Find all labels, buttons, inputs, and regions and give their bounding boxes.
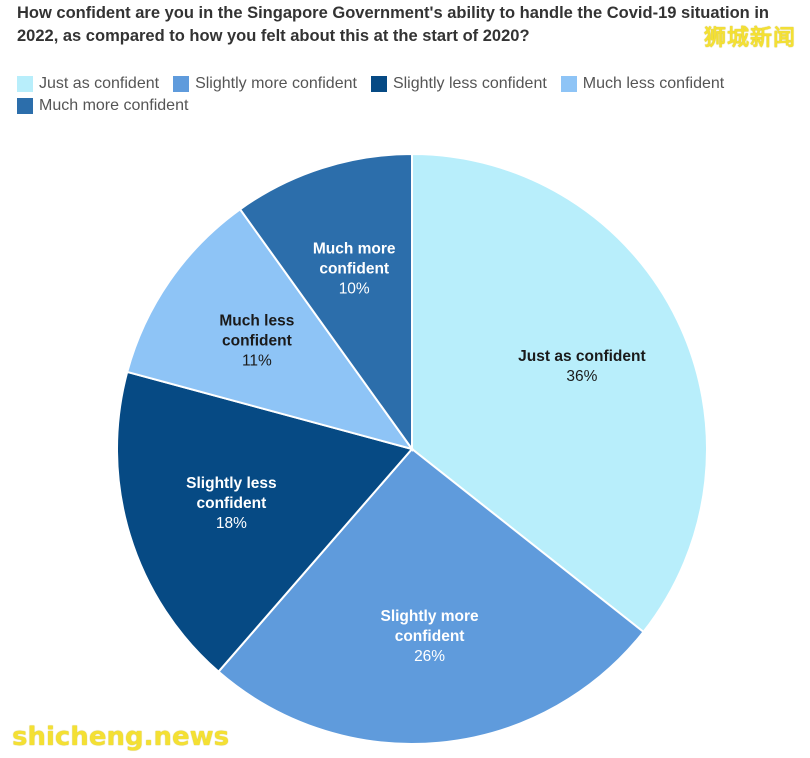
legend-item: Slightly less confident [370,75,547,93]
watermark-site: shicheng.news [12,722,230,752]
watermark-chinese: 狮城新闻 [703,25,796,51]
legend-label: Slightly more confident [195,75,357,92]
slice-label: Just as confident [518,348,645,365]
legend-swatch [17,98,33,114]
slice-value-label: 10% [339,280,370,297]
pie-slice [411,152,708,634]
slice-label: Slightly less [186,475,276,492]
slice-value-label: 36% [566,368,597,385]
chart-legend: Just as confident Slightly more confident… [17,75,797,115]
legend-item: Much more confident [17,97,188,115]
slice-label: confident [319,260,389,277]
legend-item: Much less confident [560,75,725,93]
legend-label: Just as confident [39,75,160,92]
legend-item: Slightly more confident [173,75,357,93]
slice-label: confident [222,332,292,349]
legend-item: Just as confident [17,75,159,93]
pie-slice [238,152,413,453]
legend-label: Much more confident [39,97,189,114]
slice-label: Much more [313,240,396,257]
pie-slice [116,370,414,674]
legend-swatch [370,76,387,92]
slice-value-label: 26% [414,648,445,665]
legend-swatch [173,76,190,92]
chart-title: How confident are you in the Singapore G… [17,4,770,45]
slice-label: Much less [219,312,294,329]
slice-value-label: 11% [242,352,272,369]
slice-label: confident [197,495,267,512]
legend-label: Much less confident [582,75,725,92]
slice-label: confident [395,628,465,645]
pie-slice [126,207,415,451]
legend-swatch [560,76,577,92]
legend-label: Slightly less confident [392,75,547,92]
pie-slice [217,447,645,745]
legend-swatch [17,76,33,92]
slice-value-label: 18% [216,515,247,532]
slice-label: Slightly more [380,608,479,625]
